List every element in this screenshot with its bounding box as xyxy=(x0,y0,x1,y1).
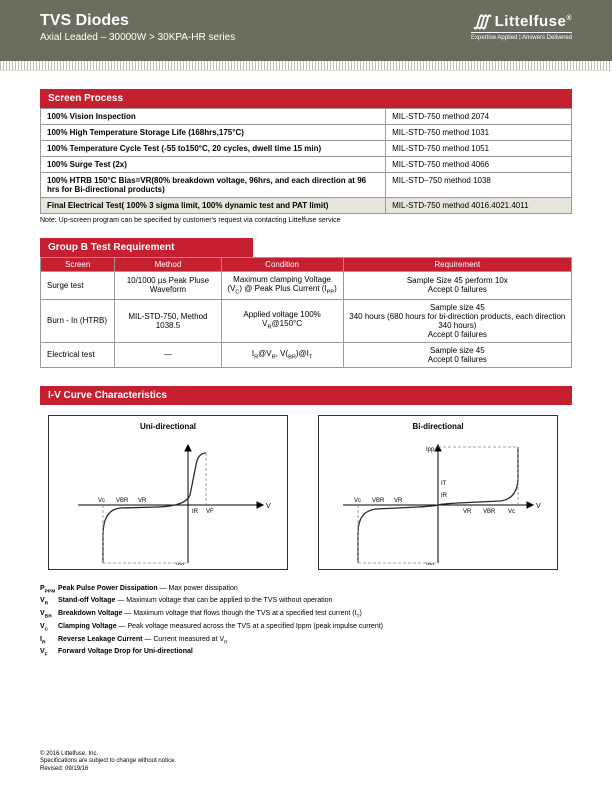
chart-bi: Bi-directional V Vc VBR VR VR VBR Vc Ipp IT IR xyxy=(318,415,558,570)
screen-process-heading: Screen Process xyxy=(40,89,572,108)
footer-l2: Specifications are subject to change wit… xyxy=(40,758,176,766)
table-row: 100% Surge Test (2x)MIL-STD-750 method 4… xyxy=(41,157,572,173)
gb-header: Requirement xyxy=(343,258,571,272)
legend-row: VRStand-off Voltage — Maximum voltage th… xyxy=(40,596,572,608)
footer-l3: Revised: 09/19/16 xyxy=(40,766,176,774)
sp-left: Final Electrical Test( 100% 3 sigma limi… xyxy=(41,198,386,214)
svg-text:IR: IR xyxy=(441,493,448,499)
sp-right: MIL-STD-750 method 4016.4021.4011 xyxy=(386,198,572,214)
table-row: Surge test10/1000 µs Peak Pluse Waveform… xyxy=(41,272,572,300)
doc-subtitle: Axial Leaded – 30000W > 30KPA-HR series xyxy=(40,32,235,43)
iv-section: I-V Curve Characteristics Uni-directiona… xyxy=(40,386,572,660)
legend-row: VFForward Voltage Drop for Uni-direction… xyxy=(40,647,572,659)
sp-right: MIL-STD-750 method 1031 xyxy=(386,125,572,141)
sp-right: MIL-STD-750 method 1051 xyxy=(386,141,572,157)
chart-uni-title: Uni-directional xyxy=(55,422,281,431)
svg-text:Vc: Vc xyxy=(98,498,105,504)
sp-left: 100% Surge Test (2x) xyxy=(41,157,386,173)
legend-row: VCClamping Voltage — Peak voltage measur… xyxy=(40,622,572,634)
doc-title: TVS Diodes xyxy=(40,12,235,30)
table-row: 100% High Temperature Storage Life (168h… xyxy=(41,125,572,141)
groupb-table: ScreenMethodConditionRequirement Surge t… xyxy=(40,257,572,368)
logo-icon: ∭ xyxy=(474,13,490,30)
svg-text:IR: IR xyxy=(192,509,199,515)
svg-text:V: V xyxy=(536,503,541,510)
content: Screen Process 100% Vision InspectionMIL… xyxy=(0,71,612,659)
legend-row: IRReverse Leakage Current — Current meas… xyxy=(40,635,572,647)
screen-process-table: 100% Vision InspectionMIL-STD-750 method… xyxy=(40,108,572,214)
svg-text:VR: VR xyxy=(138,498,147,504)
table-row: 100% Temperature Cycle Test (-55 to150°C… xyxy=(41,141,572,157)
page-header: TVS Diodes Axial Leaded – 30000W > 30KPA… xyxy=(0,0,612,61)
svg-text:VBR: VBR xyxy=(483,509,496,515)
sp-left: 100% Temperature Cycle Test (-55 to150°C… xyxy=(41,141,386,157)
chart-bi-svg: V Vc VBR VR VR VBR Vc Ipp IT IR Ipp xyxy=(328,435,548,565)
gb-header: Screen xyxy=(41,258,115,272)
sp-right: MIL-STD-750 method 2074 xyxy=(386,109,572,125)
svg-text:Ipp: Ipp xyxy=(426,563,435,565)
svg-text:Ipp: Ipp xyxy=(176,563,185,565)
table-row: Burn - In (HTRB)MIL-STD-750, Method 1038… xyxy=(41,299,572,342)
legend-row: PPPMPeak Pulse Power Dissipation — Max p… xyxy=(40,584,572,596)
svg-text:VR: VR xyxy=(394,498,403,504)
svg-text:VF: VF xyxy=(206,509,214,515)
sp-right: MIL-STD-750 method 4066 xyxy=(386,157,572,173)
chart-uni: Uni-directional V Vc VBR VR IR xyxy=(48,415,288,570)
chart-uni-svg: V Vc VBR VR IR VF Ipp xyxy=(58,435,278,565)
logo-name: Littelfuse xyxy=(495,13,567,30)
sp-right: MIL-STD–750 method 1038 xyxy=(386,173,572,198)
gb-header: Method xyxy=(115,258,221,272)
table-row: Electrical test—IR@VR, V(BR)@ITSample si… xyxy=(41,342,572,367)
screen-process-note: Note: Up-screen program can be specified… xyxy=(40,217,572,224)
axis-v-label: V xyxy=(266,503,271,510)
legend: PPPMPeak Pulse Power Dissipation — Max p… xyxy=(40,584,572,660)
header-left: TVS Diodes Axial Leaded – 30000W > 30KPA… xyxy=(40,12,235,43)
footer-l1: © 2016 Littelfuse, Inc. xyxy=(40,751,176,759)
svg-text:VBR: VBR xyxy=(116,498,129,504)
table-row: Final Electrical Test( 100% 3 sigma limi… xyxy=(41,198,572,214)
logo-block: ∭ Littelfuse® Expertise Applied | Answer… xyxy=(471,12,572,41)
logo-tagline: Expertise Applied | Answers Delivered xyxy=(471,32,572,41)
chart-bi-title: Bi-directional xyxy=(325,422,551,431)
groupb-heading: Group B Test Requirement xyxy=(40,238,253,257)
svg-text:VBR: VBR xyxy=(372,498,385,504)
sp-left: 100% Vision Inspection xyxy=(41,109,386,125)
svg-text:IT: IT xyxy=(441,481,447,487)
iv-heading: I-V Curve Characteristics xyxy=(40,386,572,405)
logo-text: ∭ Littelfuse® xyxy=(471,12,572,30)
svg-text:Ipp: Ipp xyxy=(426,447,435,453)
dots-strip xyxy=(0,61,612,71)
table-row: 100% Vision InspectionMIL-STD-750 method… xyxy=(41,109,572,125)
uni-curve xyxy=(103,453,206,563)
charts-row: Uni-directional V Vc VBR VR IR xyxy=(40,415,572,570)
gb-header: Condition xyxy=(221,258,343,272)
svg-text:VR: VR xyxy=(463,509,472,515)
sp-left: 100% High Temperature Storage Life (168h… xyxy=(41,125,386,141)
table-row: 100% HTRB 150°C Bias=VR(80% breakdown vo… xyxy=(41,173,572,198)
footer: © 2016 Littelfuse, Inc. Specifications a… xyxy=(40,751,176,774)
sp-left: 100% HTRB 150°C Bias=VR(80% breakdown vo… xyxy=(41,173,386,198)
legend-row: VBRBreakdown Voltage — Maximum voltage t… xyxy=(40,609,572,621)
svg-text:Vc: Vc xyxy=(354,498,361,504)
svg-text:Vc: Vc xyxy=(508,509,515,515)
